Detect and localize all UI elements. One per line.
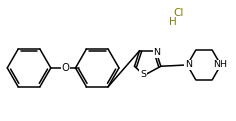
Text: H: H [169,17,177,27]
Text: NH: NH [213,60,227,69]
Text: O: O [62,63,70,73]
Text: N: N [153,48,160,57]
Text: N: N [185,60,192,69]
Text: S: S [140,70,146,79]
Text: Cl: Cl [173,8,184,18]
